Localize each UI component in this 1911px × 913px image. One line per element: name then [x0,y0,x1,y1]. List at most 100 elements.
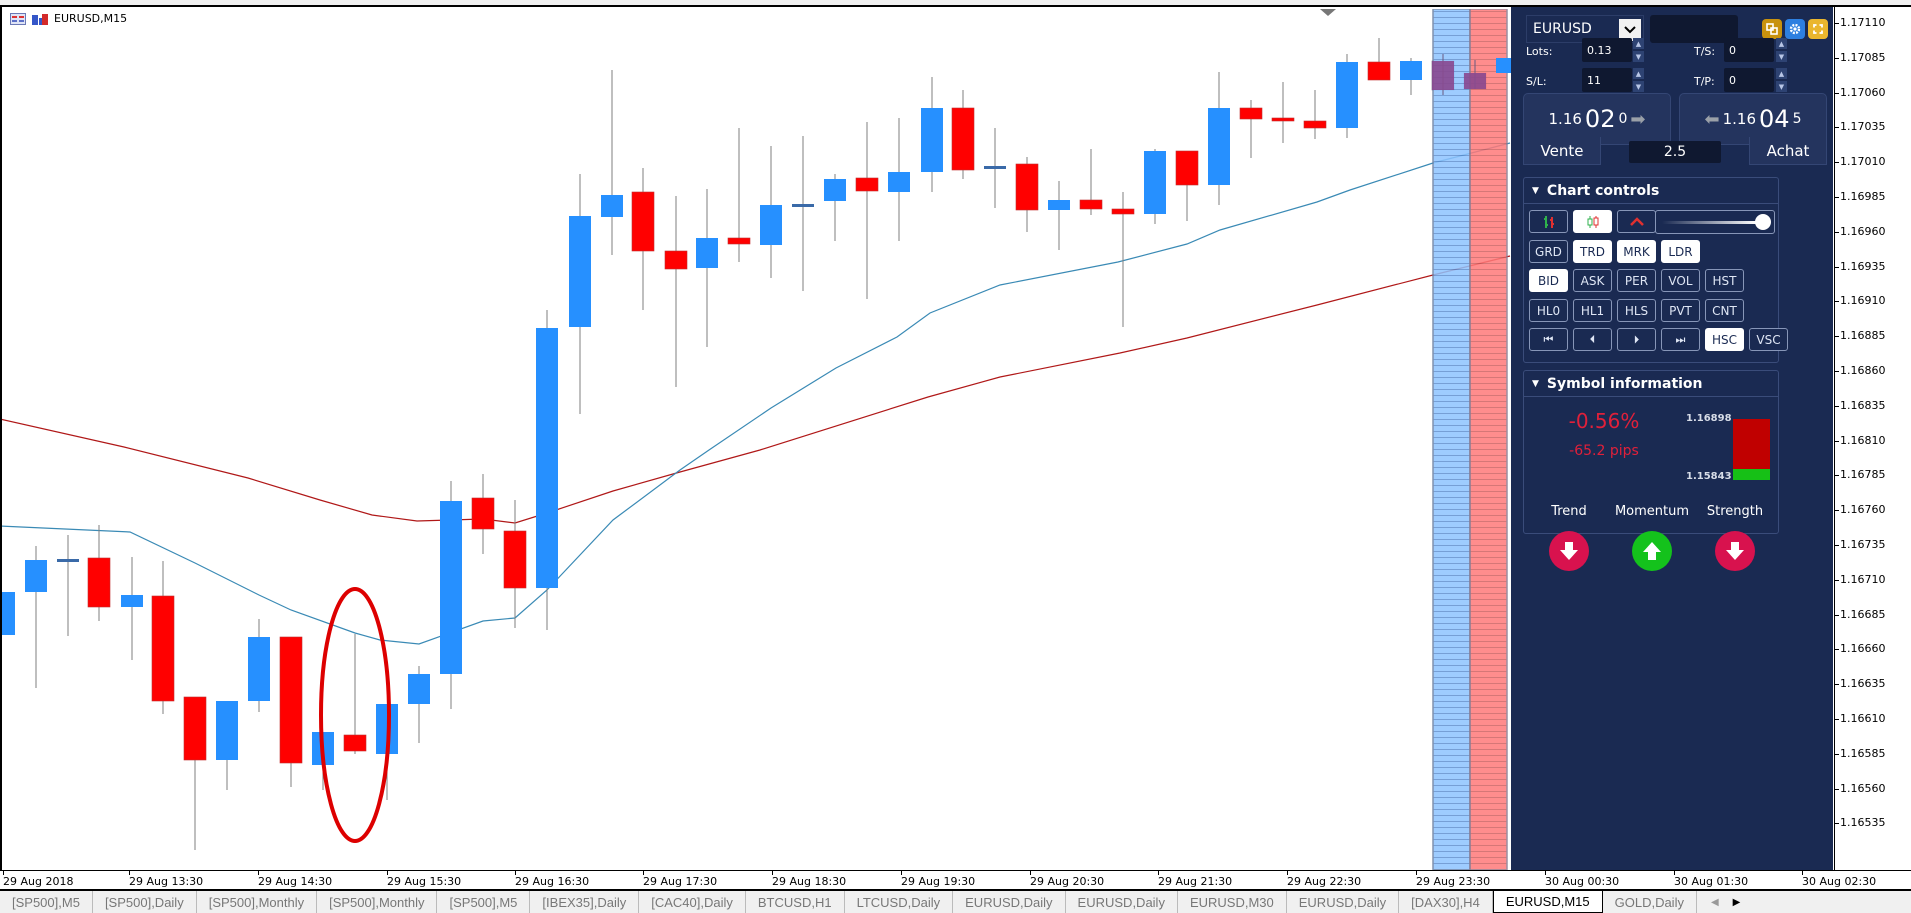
chart-tab[interactable]: EURUSD,M15 [1492,891,1603,913]
toggle-hl1[interactable]: HL1 [1573,299,1612,322]
lots-label: Lots: [1526,45,1553,58]
toggle-per[interactable]: PER [1617,269,1656,292]
chart-tab[interactable]: EURUSD,Daily [1287,891,1400,913]
candlestick-chart[interactable] [0,0,1834,870]
last-page-icon[interactable]: ⏭ [1661,328,1700,351]
chart-tab[interactable]: EURUSD,Daily [1066,891,1178,913]
price-label: 1.16610 [1840,712,1886,725]
tab-scroll-left-icon[interactable]: ◀ [1710,896,1719,908]
time-axis[interactable]: 29 Aug 2018 29 Aug 13:30 29 Aug 14:30 29 Au… [0,870,1911,889]
caret-up-icon[interactable]: ▲ [1776,68,1787,79]
caret-up-icon[interactable]: ▲ [1776,38,1787,49]
toggle-vsc[interactable]: VSC [1749,328,1788,351]
lots-input[interactable]: 0.13 [1582,38,1632,62]
toggle-hl0[interactable]: HL0 [1529,299,1568,322]
toggle-trd[interactable]: TRD [1573,240,1612,263]
candle-body [1015,163,1039,211]
chart-tab[interactable]: EURUSD,Daily [953,891,1066,913]
next-page-icon[interactable]: ⏵ [1617,328,1656,351]
expand-window-icon[interactable] [1808,19,1828,39]
chart-controls-header[interactable]: ▼ Chart controls [1524,178,1778,204]
chart-tab[interactable]: [CAC40],Daily [639,891,746,913]
time-label: 29 Aug 15:30 [387,875,462,888]
caret-up-icon[interactable]: ▲ [1633,68,1644,79]
candle-body [1175,150,1199,186]
caret-down-icon[interactable]: ▼ [1633,81,1644,92]
link-chart-icon[interactable] [1762,19,1782,39]
candle-body [951,107,975,171]
price-label: 1.16860 [1840,364,1886,377]
symbol-info-header[interactable]: ▼ Symbol information [1524,371,1778,397]
chart-symbol-timeframe: EURUSD,M15 [54,12,128,25]
candle-body [760,205,782,245]
toggle-ldr[interactable]: LDR [1661,240,1700,263]
chart-tab[interactable]: [SP500],Daily [93,891,197,913]
buy-label[interactable]: Achat [1749,137,1827,165]
chart-tab[interactable]: [DAX30],H4 [1399,891,1493,913]
candle-body [183,696,207,761]
toggle-bid[interactable]: BID [1529,269,1568,292]
strength-label: Strength [1706,504,1764,519]
time-label: 30 Aug 00:30 [1545,875,1620,888]
toggle-hls[interactable]: HLS [1617,299,1656,322]
time-label: 29 Aug 13:30 [129,875,204,888]
line-chart-toggle[interactable] [1617,210,1656,233]
chart-tab[interactable]: [SP500],M5 [437,891,531,913]
sl-stepper[interactable]: ▲ ▼ [1633,68,1644,92]
sell-label[interactable]: Vente [1523,137,1601,165]
toggle-hsc[interactable]: HSC [1705,328,1744,351]
time-tick [1416,871,1417,875]
collapse-caret-icon: ▼ [1532,378,1539,389]
candle-chart-toggle[interactable] [1573,210,1612,233]
chart-tab[interactable]: [IBEX35],Daily [530,891,640,913]
chevron-down-icon[interactable] [1619,19,1641,41]
price-axis[interactable]: 1.17110 1.17085 1.17060 1.17035 1.17010 1.169… [1834,7,1911,870]
chart-tab[interactable]: EURUSD,M30 [1178,891,1287,913]
toggle-vol[interactable]: VOL [1661,269,1700,292]
chart-controls-title: Chart controls [1546,182,1660,199]
prev-page-icon[interactable]: ⏴ [1573,328,1612,351]
symbol-info-section: ▼ Symbol information -0.56% -65.2 pips 1… [1523,370,1779,571]
settings-gear-icon[interactable] [1785,19,1805,39]
time-tick [3,871,4,875]
toggle-cnt[interactable]: CNT [1705,299,1744,322]
caret-down-icon[interactable]: ▼ [1776,81,1787,92]
sl-input[interactable]: 11 [1582,68,1632,92]
time-label: 29 Aug 19:30 [901,875,976,888]
chart-tab[interactable]: LTCUSD,Daily [845,891,954,913]
time-label: 29 Aug 20:30 [1030,875,1105,888]
time-tick [1287,871,1288,875]
chart-tab[interactable]: [SP500],Monthly [317,891,438,913]
chart-tab[interactable]: BTCUSD,H1 [746,891,845,913]
symbol-search-field[interactable] [1650,15,1738,43]
toggle-pvt[interactable]: PVT [1661,299,1700,322]
caret-down-icon[interactable]: ▼ [1633,51,1644,62]
caret-up-icon[interactable]: ▲ [1633,38,1644,49]
toggle-mrk[interactable]: MRK [1617,240,1656,263]
chart-shift-marker-icon [1320,9,1336,16]
toggle-grd[interactable]: GRD [1529,240,1568,263]
range-bar-green [1733,469,1770,480]
price-label: 1.16810 [1840,433,1886,447]
toggle-ask[interactable]: ASK [1573,269,1612,292]
first-page-icon[interactable]: ⏮ [1529,328,1568,351]
chart-tab[interactable]: [SP500],Monthly [197,891,318,913]
tp-stepper[interactable]: ▲ ▼ [1776,68,1787,92]
price-label: 1.17110 [1840,16,1886,29]
caret-down-icon[interactable]: ▼ [1776,51,1787,62]
bars-icon [1543,215,1554,228]
ts-input[interactable]: 0 [1724,38,1774,62]
toggle-hst[interactable]: HST [1705,269,1744,292]
tab-scroll-right-icon[interactable]: ▶ [1732,896,1741,908]
sell-button[interactable]: 1.16 02 0 ➡ [1523,93,1671,145]
price-tick [1835,614,1839,616]
zoom-slider[interactable] [1655,210,1775,234]
time-tick [1030,871,1031,875]
lots-stepper[interactable]: ▲ ▼ [1633,38,1644,62]
bar-chart-toggle[interactable] [1529,210,1568,233]
chart-tab[interactable]: GOLD,Daily [1603,891,1697,913]
ts-stepper[interactable]: ▲ ▼ [1776,38,1787,62]
slider-knob[interactable] [1755,214,1771,230]
tp-input[interactable]: 0 [1724,68,1774,92]
chart-tab[interactable]: [SP500],M5 [0,891,93,913]
